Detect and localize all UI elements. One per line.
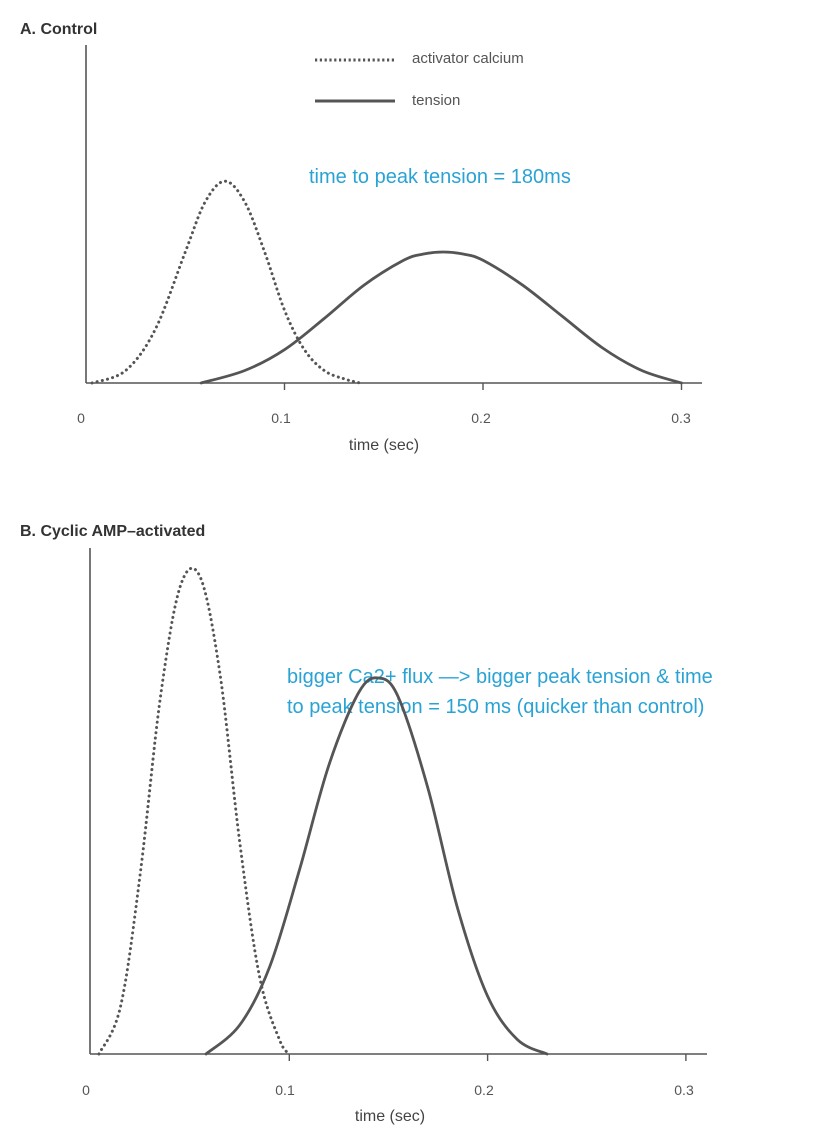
panel-b-title: B. Cyclic AMP–activated — [20, 523, 205, 540]
panel-b: B. Cyclic AMP–activated 0 0.1 0.2 0.3 ti… — [20, 523, 713, 1125]
panel-a: A. Control 0 0.1 0.2 0.3 time (sec) acti… — [20, 21, 702, 454]
panel-b-tick-label-0-2: 0.2 — [474, 1082, 494, 1098]
panel-a-tick-label-0: 0 — [77, 410, 85, 426]
panel-a-tick-label-0-2: 0.2 — [471, 410, 491, 426]
legend-tension-label: tension — [412, 92, 460, 109]
panel-a-title: A. Control — [20, 21, 97, 38]
panel-a-tension-curve — [199, 250, 683, 385]
panel-b-x-ticks — [288, 1054, 687, 1061]
panel-a-tick-label-0-3: 0.3 — [671, 410, 691, 426]
panel-b-annotation-line-1: bigger Ca2+ flux —> bigger peak tension … — [287, 666, 713, 688]
panel-a-tick-label-0-1: 0.1 — [271, 410, 291, 426]
panel-b-annotation-line-2: to peak tension = 150 ms (quicker than c… — [287, 696, 704, 718]
panel-b-curves — [97, 566, 549, 1056]
legend: activator calcium tension — [315, 50, 524, 109]
panel-a-activator-calcium-curve — [90, 179, 362, 385]
panel-b-tension-curve — [204, 676, 549, 1056]
panel-b-tick-label-0-3: 0.3 — [674, 1082, 694, 1098]
panel-a-curves — [90, 179, 683, 385]
legend-calcium-label: activator calcium — [412, 50, 524, 67]
panel-b-activator-calcium-curve — [97, 566, 291, 1056]
panel-b-tick-label-0: 0 — [82, 1082, 90, 1098]
panel-a-annotation: time to peak tension = 180ms — [309, 166, 571, 188]
panel-b-tick-label-0-1: 0.1 — [275, 1082, 295, 1098]
panel-a-x-ticks — [283, 383, 683, 390]
panel-b-x-axis-label: time (sec) — [355, 1108, 425, 1125]
panel-a-x-axis-label: time (sec) — [349, 437, 419, 454]
